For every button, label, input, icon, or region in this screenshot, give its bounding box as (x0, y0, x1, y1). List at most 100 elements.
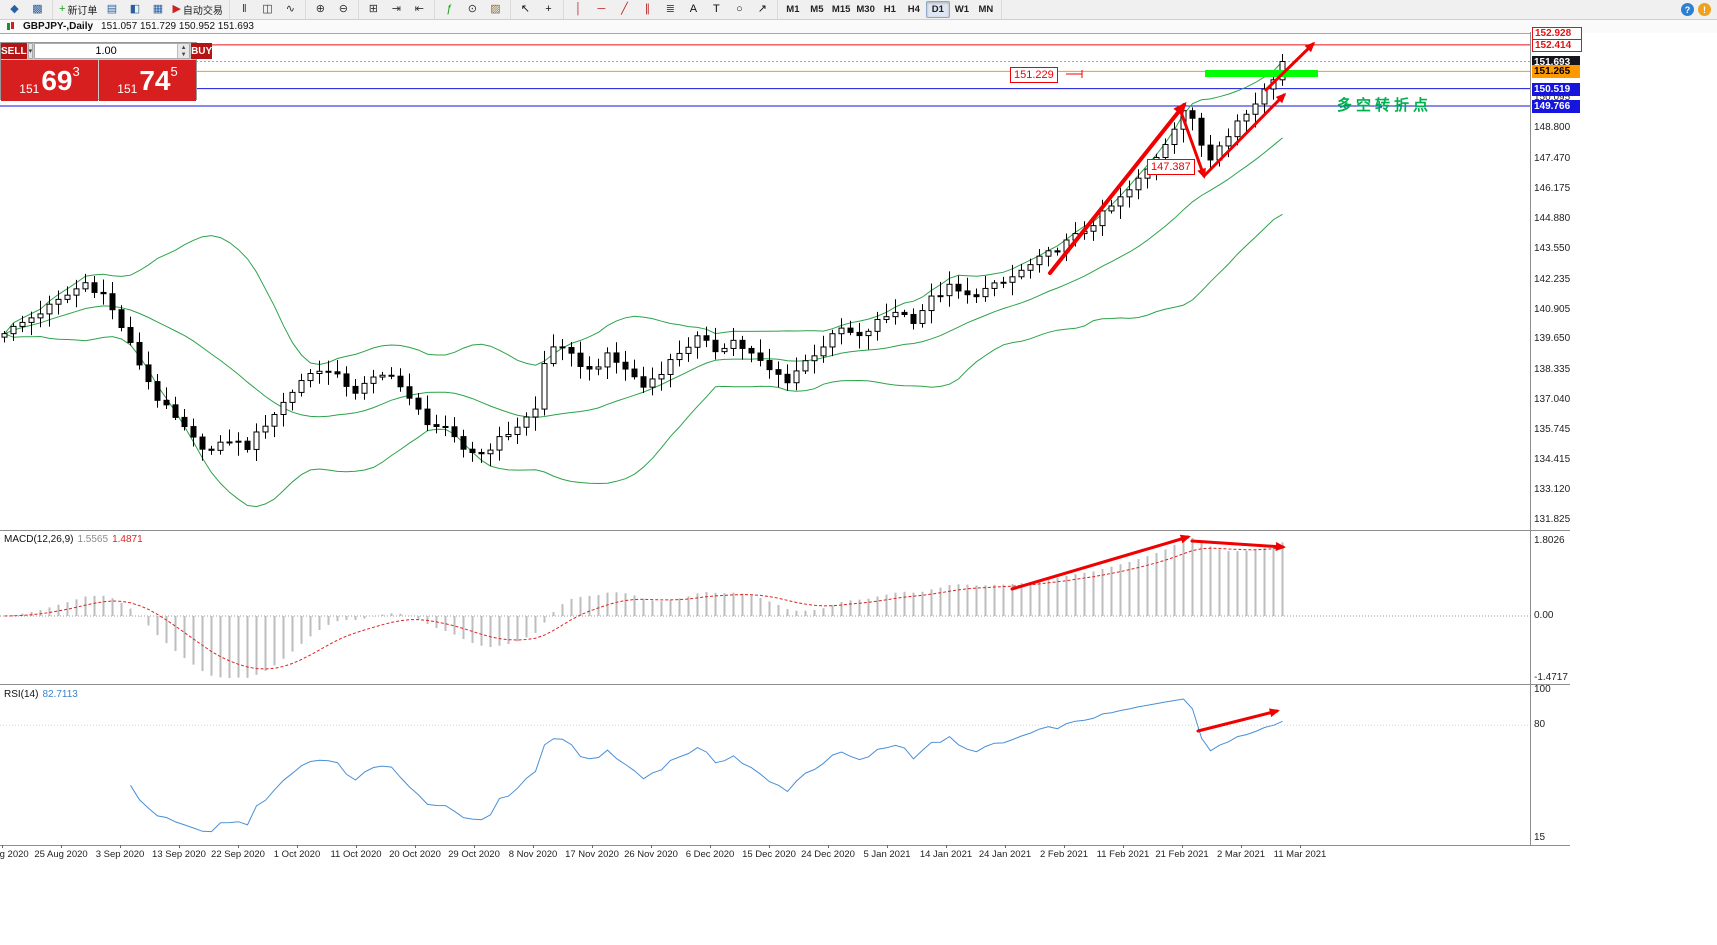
navigator-icon[interactable]: ◧ (123, 1, 146, 18)
rsi-scale-label: 100 (1534, 684, 1551, 695)
tf-w1[interactable]: W1 (954, 4, 969, 15)
horizontal-line-icon[interactable]: ─ (590, 1, 613, 18)
ohlc-bars-icon-glyph: ‖ (242, 3, 247, 15)
tf-d1[interactable]: D1 (925, 1, 950, 18)
price-callout-151.229[interactable]: 151.229 (1010, 67, 1058, 83)
app-icon[interactable]: ◆ (3, 1, 26, 18)
crosshair-icon-glyph: + (545, 3, 552, 15)
volume-decrease-button[interactable]: ▼ (178, 51, 190, 58)
sell-price-display[interactable]: 151 69 3 (1, 60, 98, 101)
price-chart-canvas[interactable] (0, 32, 1530, 530)
chart-shift-icon[interactable]: ⇤ (408, 1, 431, 18)
text-icon[interactable]: A (682, 1, 705, 18)
date-label: 17 Nov 2020 (565, 849, 619, 860)
macd-panel-canvas[interactable] (0, 530, 1530, 684)
date-axis[interactable]: 16 Aug 2020 25 Aug 2020 3 Sep 2020 13 Sep 2… (0, 845, 1570, 863)
tf-h4[interactable]: H4 (907, 4, 920, 15)
terminal-icon[interactable]: ▦ (146, 1, 169, 18)
tf-h1[interactable]: H1 (883, 4, 896, 15)
trendline-icon[interactable]: ╱ (613, 1, 636, 18)
shapes-icon[interactable]: ○ (728, 1, 751, 18)
price-gridline-label: 147.470 (1534, 152, 1571, 164)
channel-icon[interactable]: ∥ (636, 1, 659, 18)
price-gridline-label: 150.095 (1534, 92, 1571, 104)
rsi-panel-canvas[interactable] (0, 685, 1530, 844)
cursor-icon-glyph: ↖ (520, 3, 531, 15)
new-chart-icon[interactable]: ▩ (26, 1, 49, 18)
auto-scroll-icon[interactable]: ⇥ (385, 1, 408, 18)
chart-ohlc-values: 151.057 151.729 150.952 151.693 (101, 21, 254, 32)
new-order-button[interactable]: + 新订单 (56, 1, 100, 18)
chart-shift-icon-glyph: ⇤ (414, 3, 425, 15)
date-tick (1064, 845, 1065, 848)
price-gridline-label: 135.745 (1534, 423, 1571, 435)
macd-splitter[interactable] (0, 530, 1570, 531)
rsi-line (130, 698, 1283, 833)
channel-icon-glyph: ∥ (644, 3, 651, 15)
volume-increase-button[interactable]: ▲ (178, 44, 190, 51)
rsi-scale-label: 15 (1534, 832, 1546, 843)
candlesticks-icon[interactable]: ◫ (256, 1, 279, 18)
date-label: 1 Oct 2020 (273, 849, 321, 860)
fibonacci-icon[interactable]: ≣ (659, 1, 682, 18)
macd-scale-label: 1.8026 (1534, 535, 1565, 546)
price-gridline-label: 142.235 (1534, 273, 1571, 285)
macd-signal-line (4, 546, 1283, 670)
buy-price-display[interactable]: 151 74 5 (99, 60, 196, 101)
text-icon-glyph: A (689, 3, 698, 15)
templates-icon[interactable]: ▨ (484, 1, 507, 18)
ohlc-bars-icon[interactable]: ‖ (233, 1, 256, 18)
tile-windows-icon[interactable]: ⊞ (362, 1, 385, 18)
toolbar-group-pointer: ↖ + (511, 0, 564, 19)
tf-m30[interactable]: M30 (856, 4, 875, 15)
sell-button[interactable]: SELL (1, 43, 27, 59)
tf-m1[interactable]: M1 (786, 4, 800, 15)
date-label: 24 Jan 2021 (978, 849, 1032, 860)
date-label: 6 Dec 2020 (685, 849, 735, 860)
tf-m5[interactable]: M5 (810, 4, 824, 15)
price-callout-147.387[interactable]: 147.387 (1147, 159, 1195, 175)
indicators-icon[interactable]: ƒ (438, 1, 461, 18)
notifications-icon[interactable]: ! (1698, 3, 1711, 16)
vertical-line-icon[interactable]: │ (567, 1, 590, 18)
date-label: 16 Aug 2020 (0, 849, 29, 860)
date-tick (710, 845, 711, 848)
zoom-out-icon[interactable]: ⊖ (332, 1, 355, 18)
tf-m15[interactable]: M15 (831, 4, 851, 15)
fibonacci-icon-glyph: ≣ (665, 3, 676, 15)
tf-mn[interactable]: MN (978, 4, 994, 15)
line-chart-icon[interactable]: ∿ (279, 1, 302, 18)
order-options-caret[interactable]: ▾ (27, 43, 34, 59)
rsi-splitter[interactable] (0, 684, 1570, 685)
label-icon[interactable]: T (705, 1, 728, 18)
date-tick (828, 845, 829, 848)
date-tick (946, 845, 947, 848)
line-chart-icon-glyph: ∿ (285, 3, 296, 15)
date-tick (651, 845, 652, 848)
price-gridline-label: 137.040 (1534, 393, 1571, 405)
crosshair-icon[interactable]: + (537, 1, 560, 18)
market-watch-icon[interactable]: ▤ (100, 1, 123, 18)
new-chart-icon-glyph: ▩ (32, 3, 43, 15)
price-tag-alert-152.414: 152.414 (1532, 38, 1582, 52)
autotrading-button-label: 自动交易 (182, 6, 223, 17)
price-axis[interactable]: 150.095 148.800 147.470 146.175 144.880 143.5… (1531, 27, 1591, 845)
help-icon[interactable]: ? (1681, 3, 1694, 16)
volume-input[interactable] (35, 44, 178, 58)
red-trend-arrow-1 (1048, 101, 1187, 275)
date-label: 22 Sep 2020 (211, 849, 265, 860)
price-gridline-label: 146.175 (1534, 182, 1571, 194)
periods-icon[interactable]: ⊙ (461, 1, 484, 18)
macd-scale-label: -1.4717 (1534, 672, 1568, 683)
buy-button[interactable]: BUY (191, 43, 213, 59)
cursor-icon[interactable]: ↖ (514, 1, 537, 18)
indicators-icon-glyph: ƒ (446, 3, 453, 15)
price-gridline-label: 133.120 (1534, 484, 1571, 496)
arrows-icon[interactable]: ↗ (751, 1, 774, 18)
date-label: 2 Feb 2021 (1039, 849, 1089, 860)
autotrading-button[interactable]: ▶ 自动交易 (169, 1, 225, 18)
date-tick (356, 845, 357, 848)
zoom-in-icon[interactable]: ⊕ (309, 1, 332, 18)
red-trend-arrow-6 (1190, 539, 1286, 552)
date-label: 24 Dec 2020 (801, 849, 855, 860)
